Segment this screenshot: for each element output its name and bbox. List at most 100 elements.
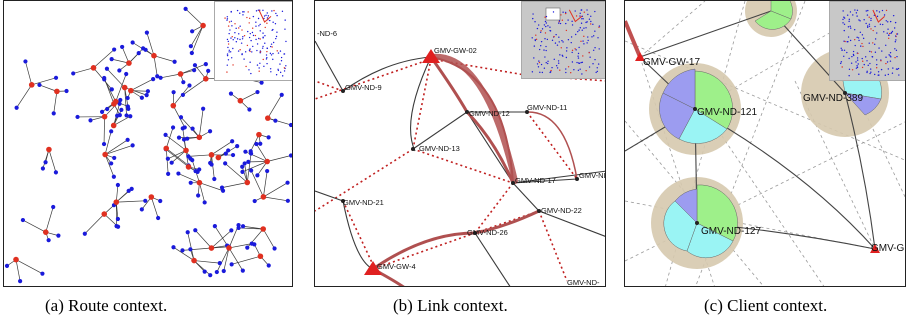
client-node[interactable] bbox=[144, 30, 149, 35]
router-node[interactable] bbox=[191, 257, 197, 264]
client-node[interactable] bbox=[285, 180, 290, 185]
client-node[interactable] bbox=[183, 6, 188, 11]
client-node[interactable] bbox=[169, 160, 174, 165]
client-node[interactable] bbox=[64, 88, 69, 94]
gateway-marker[interactable] bbox=[635, 52, 645, 61]
router-node[interactable] bbox=[170, 102, 177, 109]
client-node[interactable] bbox=[115, 113, 120, 118]
router-node[interactable] bbox=[42, 229, 49, 235]
client-node[interactable] bbox=[181, 137, 187, 142]
client-node[interactable] bbox=[112, 47, 117, 52]
client-node[interactable] bbox=[46, 238, 51, 243]
gateway-marker[interactable] bbox=[870, 244, 880, 253]
router-node[interactable] bbox=[102, 151, 108, 158]
client-node[interactable] bbox=[99, 109, 105, 115]
client-node[interactable] bbox=[118, 97, 123, 103]
client-node[interactable] bbox=[117, 68, 122, 73]
router-node[interactable] bbox=[237, 97, 244, 104]
router-node[interactable] bbox=[226, 245, 232, 251]
client-node[interactable] bbox=[166, 171, 171, 176]
router-node[interactable] bbox=[121, 84, 128, 91]
client-node[interactable] bbox=[265, 168, 270, 174]
client-node[interactable] bbox=[109, 129, 114, 134]
client-node[interactable] bbox=[115, 216, 121, 222]
client-node[interactable] bbox=[246, 159, 251, 164]
client-node[interactable] bbox=[245, 245, 250, 250]
client-node[interactable] bbox=[202, 269, 207, 274]
client-node[interactable] bbox=[228, 91, 234, 96]
client-node[interactable] bbox=[235, 144, 240, 149]
client-node[interactable] bbox=[143, 198, 148, 203]
client-node[interactable] bbox=[240, 268, 245, 273]
client-pie[interactable] bbox=[754, 1, 793, 30]
client-node[interactable] bbox=[193, 228, 198, 233]
client-node[interactable] bbox=[128, 114, 133, 119]
client-node[interactable] bbox=[285, 198, 290, 203]
node[interactable] bbox=[465, 110, 469, 114]
client-node[interactable] bbox=[206, 68, 211, 74]
client-node[interactable] bbox=[180, 92, 186, 98]
route-network-graph[interactable] bbox=[4, 1, 293, 287]
router-node[interactable] bbox=[28, 82, 35, 88]
client-node[interactable] bbox=[126, 106, 131, 112]
client-node[interactable] bbox=[188, 156, 193, 161]
client-node[interactable] bbox=[109, 161, 114, 166]
client-node[interactable] bbox=[181, 80, 186, 85]
client-node[interactable] bbox=[125, 137, 130, 142]
client-node[interactable] bbox=[203, 61, 208, 67]
client-node[interactable] bbox=[258, 141, 263, 146]
gateway-marker[interactable] bbox=[422, 49, 440, 63]
client-node[interactable] bbox=[40, 271, 45, 276]
client-node[interactable] bbox=[158, 198, 163, 204]
client-node[interactable] bbox=[207, 129, 213, 134]
client-node[interactable] bbox=[124, 113, 129, 118]
client-node[interactable] bbox=[4, 263, 10, 268]
client-node[interactable] bbox=[240, 224, 246, 229]
gateway-marker[interactable] bbox=[364, 261, 382, 275]
client-node[interactable] bbox=[188, 247, 193, 252]
client-node[interactable] bbox=[193, 168, 198, 174]
router-node[interactable] bbox=[54, 88, 60, 95]
client-node[interactable] bbox=[37, 82, 42, 88]
client-node[interactable] bbox=[18, 279, 23, 284]
client-node[interactable] bbox=[217, 261, 222, 266]
client-node[interactable] bbox=[240, 169, 245, 174]
client-node[interactable] bbox=[158, 75, 163, 80]
router-node[interactable] bbox=[196, 179, 203, 186]
client-node[interactable] bbox=[243, 149, 248, 154]
client-node[interactable] bbox=[163, 132, 168, 137]
router-node[interactable] bbox=[200, 22, 206, 29]
router-node[interactable] bbox=[185, 164, 192, 170]
client-node[interactable] bbox=[240, 164, 245, 169]
client-node[interactable] bbox=[189, 50, 194, 56]
router-node[interactable] bbox=[101, 211, 108, 217]
node[interactable] bbox=[693, 107, 697, 111]
client-node[interactable] bbox=[209, 162, 214, 167]
router-node[interactable] bbox=[13, 256, 19, 263]
client-node[interactable] bbox=[156, 215, 161, 221]
client-node[interactable] bbox=[266, 263, 271, 268]
client-node[interactable] bbox=[102, 75, 107, 81]
client-node[interactable] bbox=[23, 59, 28, 64]
node[interactable] bbox=[843, 91, 847, 95]
client-node[interactable] bbox=[105, 106, 110, 112]
client-node[interactable] bbox=[212, 224, 217, 229]
router-node[interactable] bbox=[215, 154, 222, 161]
client-node[interactable] bbox=[104, 66, 110, 71]
router-node[interactable] bbox=[208, 152, 215, 158]
client-node[interactable] bbox=[187, 83, 192, 88]
router-node[interactable] bbox=[260, 194, 267, 200]
client-node[interactable] bbox=[288, 153, 293, 158]
router-node[interactable] bbox=[208, 245, 215, 251]
client-node[interactable] bbox=[151, 76, 156, 82]
client-node[interactable] bbox=[120, 44, 125, 50]
client-node[interactable] bbox=[56, 233, 61, 238]
client-node[interactable] bbox=[139, 207, 144, 212]
client-node[interactable] bbox=[109, 57, 114, 62]
client-node[interactable] bbox=[114, 224, 119, 229]
client-node[interactable] bbox=[221, 268, 226, 274]
node[interactable] bbox=[511, 181, 515, 185]
client-node[interactable] bbox=[185, 136, 190, 141]
router-node[interactable] bbox=[113, 199, 120, 205]
router-node[interactable] bbox=[128, 87, 134, 94]
